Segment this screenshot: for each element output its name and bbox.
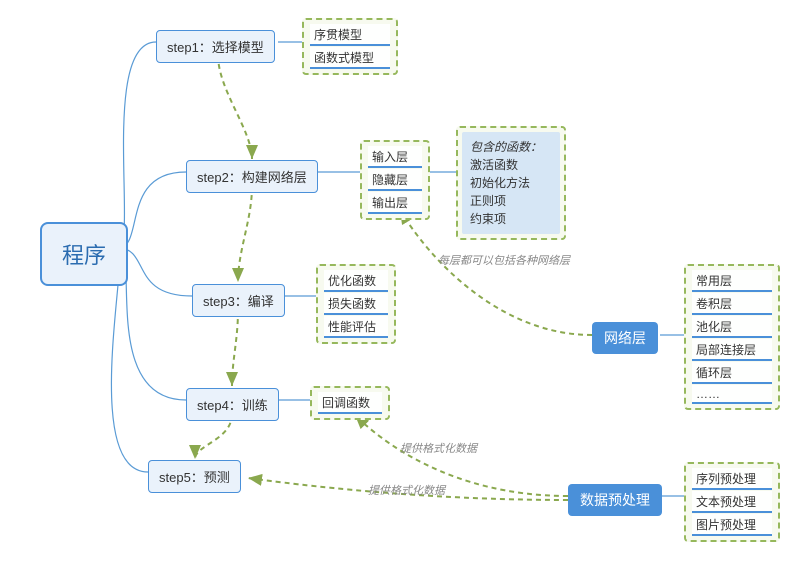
detail-item[interactable]: 序贯模型 <box>310 24 390 46</box>
detail-item[interactable]: 回调函数 <box>318 392 382 414</box>
step1-details: 序贯模型 函数式模型 <box>302 18 398 75</box>
detail-item[interactable]: 常用层 <box>692 270 772 292</box>
step4-label: step4：训练 <box>197 398 268 413</box>
step5-node[interactable]: step5：预测 <box>148 460 241 493</box>
detail-item[interactable]: …… <box>692 385 772 404</box>
step4-details: 回调函数 <box>310 386 390 420</box>
step1-node[interactable]: step1：选择模型 <box>156 30 275 63</box>
step2-node[interactable]: step2：构建网络层 <box>186 160 318 193</box>
root-label: 程序 <box>62 243 106 268</box>
detail-item[interactable]: 卷积层 <box>692 293 772 315</box>
detail-item[interactable]: 损失函数 <box>324 293 388 315</box>
func-item: 激活函数 <box>470 156 552 174</box>
detail-item[interactable]: 函数式模型 <box>310 47 390 69</box>
detail-item[interactable]: 隐藏层 <box>368 169 422 191</box>
detail-item[interactable]: 输入层 <box>368 146 422 168</box>
data-preproc-node[interactable]: 数据预处理 <box>568 484 662 516</box>
funcs-title: 包含的函数： <box>470 138 552 156</box>
func-item: 正则项 <box>470 192 552 210</box>
detail-item[interactable]: 优化函数 <box>324 270 388 292</box>
network-layer-node[interactable]: 网络层 <box>592 322 658 354</box>
detail-item[interactable]: 图片预处理 <box>692 514 772 536</box>
func-item: 约束项 <box>470 210 552 228</box>
edge-label-network: 每层都可以包括各种网络层 <box>438 252 570 268</box>
edge-label-data2: 提供格式化数据 <box>368 482 445 498</box>
network-layer-label: 网络层 <box>604 330 646 346</box>
data-preproc-items: 序列预处理 文本预处理 图片预处理 <box>684 462 780 542</box>
detail-item[interactable]: 序列预处理 <box>692 468 772 490</box>
detail-item[interactable]: 循环层 <box>692 362 772 384</box>
detail-item[interactable]: 池化层 <box>692 316 772 338</box>
detail-item[interactable]: 局部连接层 <box>692 339 772 361</box>
detail-item[interactable]: 性能评估 <box>324 316 388 338</box>
step2-label: step2：构建网络层 <box>197 170 307 185</box>
step5-label: step5：预测 <box>159 470 230 485</box>
func-item: 初始化方法 <box>470 174 552 192</box>
step4-node[interactable]: step4：训练 <box>186 388 279 421</box>
detail-item[interactable]: 文本预处理 <box>692 491 772 513</box>
detail-item[interactable]: 输出层 <box>368 192 422 214</box>
step3-label: step3：编译 <box>203 294 274 309</box>
step2-details: 输入层 隐藏层 输出层 <box>360 140 430 220</box>
root-node[interactable]: 程序 <box>40 222 128 286</box>
step3-node[interactable]: step3：编译 <box>192 284 285 317</box>
funcs-box: 包含的函数： 激活函数 初始化方法 正则项 约束项 <box>462 132 560 234</box>
step2-funcs: 包含的函数： 激活函数 初始化方法 正则项 约束项 <box>456 126 566 240</box>
network-layer-items: 常用层 卷积层 池化层 局部连接层 循环层 …… <box>684 264 780 410</box>
data-preproc-label: 数据预处理 <box>580 492 650 508</box>
step3-details: 优化函数 损失函数 性能评估 <box>316 264 396 344</box>
edge-label-data1: 提供格式化数据 <box>400 440 477 456</box>
step1-label: step1：选择模型 <box>167 40 264 55</box>
